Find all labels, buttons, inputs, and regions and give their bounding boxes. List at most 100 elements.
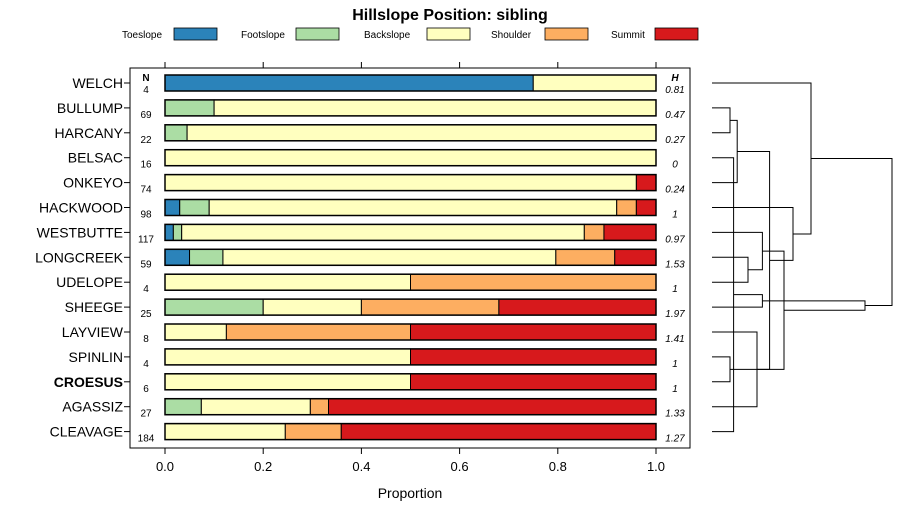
dendrogram-link [712, 256, 749, 283]
category-label: LONGCREEK [35, 249, 124, 265]
bar-outline [164, 223, 657, 242]
bar-segment-shoulder [410, 273, 657, 291]
bar-segment-backslope [164, 323, 227, 341]
chart-row-spinlin: SPINLIN 4 1 [69, 348, 678, 370]
chart-row-sheege: SHEEGE 25 1.97 [65, 298, 685, 320]
bar-outline [164, 397, 657, 416]
category-label: LAYVIEW [62, 324, 124, 340]
bar-segment-shoulder [225, 323, 411, 341]
dendrogram-link [712, 294, 763, 308]
chart-row-bullump: BULLUMP 69 0.47 [57, 99, 685, 121]
x-axis-title: Proportion [378, 485, 443, 501]
chart-row-layview: LAYVIEW 8 1.41 [62, 323, 685, 345]
bar-segment-backslope [532, 74, 657, 92]
bar-segment-backslope [222, 248, 557, 266]
bar-segment-footslope [164, 99, 215, 117]
bar-segment-summit [498, 298, 657, 316]
plot-frame [129, 67, 691, 449]
legend-swatch-shoulder [544, 27, 589, 41]
bar-segment-summit [410, 348, 657, 366]
category-label: SHEEGE [65, 299, 123, 315]
h-value: 1.97 [665, 309, 685, 320]
bar-segment-backslope [164, 174, 637, 192]
dendrogram-link [712, 107, 731, 134]
legend-swatch-summit [654, 27, 699, 41]
chart-row-welch: WELCH 4 0.81 [72, 74, 685, 96]
legend-label-toeslope: Toeslope [122, 30, 162, 41]
dendrogram-link [712, 207, 794, 261]
category-label: CLEAVAGE [50, 424, 123, 440]
category-label: AGASSIZ [62, 399, 123, 415]
category-label: UDELOPE [56, 274, 123, 290]
category-label: HACKWOOD [39, 200, 123, 216]
bar-segment-backslope [200, 398, 311, 416]
bar-segment-shoulder [360, 298, 500, 316]
bar-outline [164, 422, 657, 441]
bar-outline [164, 173, 657, 192]
x-axis: 0.0 0.2 0.4 0.6 0.8 1.0 [156, 448, 665, 474]
bar-segment-shoulder [583, 223, 605, 241]
bar-outline [164, 373, 657, 391]
dendrogram-link [757, 250, 785, 370]
dendrogram-link [712, 231, 763, 271]
dendrogram-link [712, 82, 812, 235]
bar-segment-backslope [164, 423, 286, 441]
chart-row-onkeyo: ONKEYO 74 0.24 [63, 173, 685, 196]
bar-segment-footslope [179, 199, 210, 216]
chart-rows: WELCH 4 0.81 BULLUMP 69 0.47 HARCANY 22 0.27 BELS… [35, 74, 685, 445]
dendrogram-link [762, 300, 866, 311]
bar-outline [164, 273, 657, 291]
h-value: 0 [672, 160, 678, 171]
category-label: HARCANY [55, 125, 124, 141]
n-value: 69 [140, 110, 152, 121]
dendrogram [712, 82, 893, 433]
bar-segment-backslope [164, 373, 411, 391]
bar-segment-summit [635, 199, 657, 216]
bar-outline [164, 74, 657, 92]
h-value: 0.81 [665, 85, 684, 96]
bar-outline [164, 348, 657, 366]
dendrogram-link [712, 157, 735, 433]
bar-segment-shoulder [555, 248, 616, 266]
h-value: 1 [672, 210, 678, 221]
top-axis-ticks [164, 62, 657, 68]
bar-segment-backslope [164, 149, 657, 167]
chart-row-cleavage: CLEAVAGE 184 1.27 [50, 422, 685, 445]
chart-legend: Toeslope Footslope Backslope Shoulder Summit [122, 27, 699, 41]
chart-row-belsac: BELSAC 16 0 [68, 148, 678, 171]
x-tick-label: 0.8 [549, 459, 567, 474]
n-value: 25 [140, 309, 152, 320]
chart-row-udelope: UDELOPE 4 1 [56, 273, 678, 295]
bar-segment-backslope [262, 298, 362, 316]
bar-segment-backslope [164, 348, 411, 366]
bar-segment-footslope [164, 298, 264, 316]
bar-outline [164, 323, 657, 341]
n-value: 59 [140, 259, 152, 270]
n-value: 98 [140, 210, 152, 221]
h-value: 1.53 [665, 259, 685, 270]
x-tick-label: 0.6 [451, 459, 469, 474]
legend-label-shoulder: Shoulder [491, 30, 532, 41]
bar-segment-toeslope [164, 223, 174, 241]
bar-segment-backslope [181, 223, 585, 241]
bar-segment-summit [614, 248, 657, 266]
x-tick-label: 0.2 [254, 459, 272, 474]
category-label: WESTBUTTE [37, 224, 123, 240]
category-label: BULLUMP [57, 100, 123, 116]
h-value: 0.97 [665, 234, 685, 245]
n-value: 6 [143, 384, 149, 395]
bar-segment-summit [328, 398, 657, 416]
bar-segment-toeslope [164, 74, 534, 92]
category-label: CROESUS [54, 374, 123, 390]
h-value: 1.41 [665, 334, 684, 345]
bar-segment-toeslope [164, 199, 181, 216]
bar-segment-summit [410, 323, 657, 341]
n-value: 74 [140, 185, 152, 196]
n-value: 117 [138, 234, 154, 245]
n-value: 184 [138, 434, 155, 445]
legend-label-summit: Summit [611, 30, 645, 41]
bar-segment-footslope [164, 124, 188, 142]
chart-row-longcreek: LONGCREEK 59 1.53 [35, 248, 685, 270]
h-column-header: H [671, 73, 679, 84]
bar-segment-backslope [208, 199, 618, 216]
